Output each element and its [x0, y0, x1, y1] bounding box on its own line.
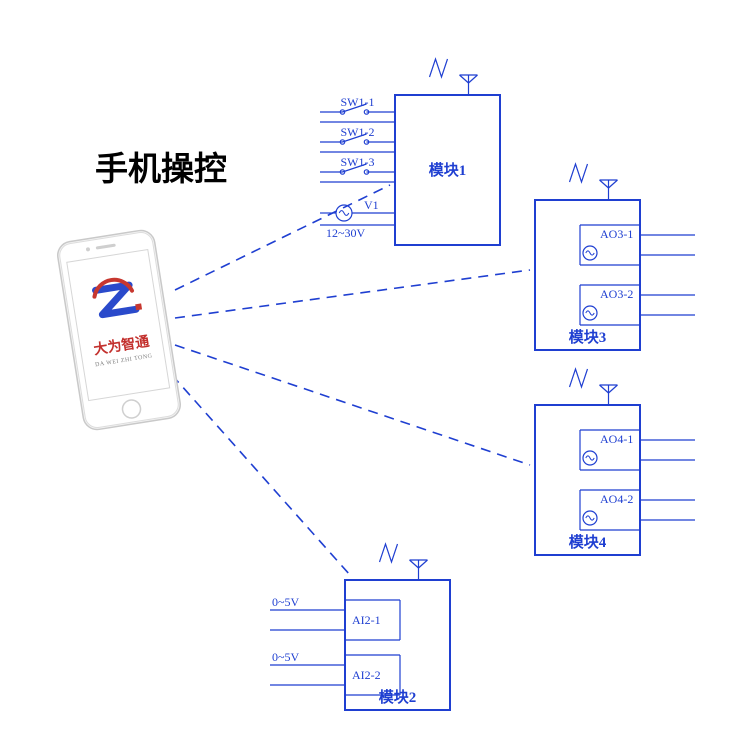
antenna-arm	[609, 385, 618, 393]
wireless-ray	[172, 375, 350, 575]
antenna-arm	[600, 385, 609, 393]
module2-label: 模块2	[379, 688, 417, 706]
antenna-arm	[609, 180, 618, 188]
module1-label: 模块1	[429, 161, 467, 179]
antenna-arm	[469, 75, 478, 83]
sine-icon	[586, 516, 594, 520]
antenna-arm	[460, 75, 469, 83]
pin-label: SW1-2	[341, 125, 375, 139]
pin-label: SW1-1	[341, 95, 375, 109]
cell-label: AI2-1	[352, 613, 381, 627]
signal-icon	[570, 369, 588, 387]
module4-label: 模块4	[569, 533, 607, 551]
pin-label: SW1-3	[341, 155, 375, 169]
antenna-arm	[600, 180, 609, 188]
signal-icon	[430, 59, 448, 77]
page-title: 手机操控	[95, 151, 227, 188]
sine-icon	[586, 311, 594, 315]
phone: 大为智通DA WEI ZHI TONG	[56, 229, 183, 432]
module3-label: 模块3	[569, 328, 607, 346]
pin-label: 12~30V	[326, 226, 365, 240]
cell-label: AO4-2	[600, 492, 633, 506]
wireless-ray	[175, 345, 530, 465]
signal-icon	[380, 544, 398, 562]
cell-label: AO3-2	[600, 287, 633, 301]
signal-icon	[570, 164, 588, 182]
module4-box	[535, 405, 640, 555]
cell-label: AO4-1	[600, 432, 633, 446]
antenna-arm	[410, 560, 419, 568]
range-label: 0~5V	[272, 595, 299, 609]
wireless-ray	[175, 270, 530, 318]
antenna-arm	[419, 560, 428, 568]
cell-label: AO3-1	[600, 227, 633, 241]
cell-label: AI2-2	[352, 668, 381, 682]
pin-label: V1	[364, 198, 379, 212]
sine-icon	[586, 251, 594, 255]
module3-box	[535, 200, 640, 350]
sine-icon	[339, 211, 349, 216]
range-label: 0~5V	[272, 650, 299, 664]
sine-icon	[586, 456, 594, 460]
